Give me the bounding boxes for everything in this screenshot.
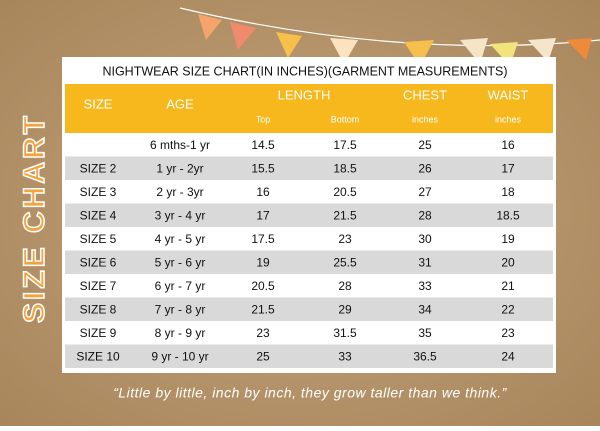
table-cell: 31.5 — [333, 326, 357, 340]
table-cell: SIZE 8 — [80, 302, 117, 316]
table-cell: SIZE 4 — [80, 208, 117, 222]
table-cell: 15.5 — [251, 161, 275, 175]
side-title: SIZE CHART — [18, 113, 51, 323]
table-cell: 20.5 — [333, 185, 357, 199]
header-cell: WAIST — [488, 87, 529, 102]
table-row — [65, 321, 553, 345]
table-cell: 23 — [338, 232, 352, 246]
header-cell: AGE — [166, 96, 194, 111]
table-cell: 18.5 — [333, 161, 357, 175]
table-cell: 16 — [501, 138, 515, 152]
table-cell: 21.5 — [333, 208, 357, 222]
table-cell: 19 — [256, 255, 270, 269]
table-cell: 14.5 — [251, 138, 275, 152]
header-subcell: inches — [412, 114, 439, 124]
table-cell: SIZE 6 — [80, 255, 117, 269]
table-cell: 28 — [418, 208, 432, 222]
table-row — [65, 297, 553, 321]
table-cell: 35 — [418, 326, 432, 340]
table-cell: 3 yr - 4 yr — [155, 208, 206, 222]
table-title: NIGHTWEAR SIZE CHART(IN INCHES)(GARMENT … — [102, 64, 507, 78]
table-cell: 6 mths-1 yr — [150, 138, 210, 152]
table-cell: SIZE 7 — [80, 279, 117, 293]
table-cell: 17.5 — [251, 232, 275, 246]
table-row — [65, 274, 553, 298]
table-cell: 17 — [256, 208, 270, 222]
table-cell: 33 — [418, 279, 432, 293]
table-cell: 19 — [501, 232, 515, 246]
header-cell: LENGTH — [278, 87, 331, 102]
table-row — [65, 203, 553, 227]
table-cell: 23 — [256, 326, 270, 340]
table-cell: 31 — [418, 255, 432, 269]
table-row — [65, 344, 553, 368]
table-cell: 29 — [338, 302, 352, 316]
table-cell: 18 — [501, 185, 515, 199]
header-subcell: Bottom — [331, 114, 360, 124]
table-cell: 30 — [418, 232, 432, 246]
table-cell: 4 yr - 5 yr — [155, 232, 206, 246]
table-cell: 6 yr - 7 yr — [155, 279, 206, 293]
table-cell: SIZE 3 — [80, 185, 117, 199]
table-cell: 22 — [501, 302, 515, 316]
header-subcell: inches — [495, 114, 522, 124]
table-cell: 25 — [418, 138, 432, 152]
table-row — [65, 250, 553, 274]
table-cell: 34 — [418, 302, 432, 316]
table-row — [65, 180, 553, 204]
table-cell: 27 — [418, 185, 432, 199]
table-cell: 8 yr - 9 yr — [155, 326, 206, 340]
table-cell: 20 — [501, 255, 515, 269]
table-cell: 36.5 — [413, 349, 437, 363]
header-cell: SIZE — [84, 96, 113, 111]
header-cell: CHEST — [403, 87, 447, 102]
table-cell: 23 — [501, 326, 515, 340]
bunting — [179, 7, 600, 66]
header-subcell: Top — [256, 114, 271, 124]
table-cell: 26 — [418, 161, 432, 175]
table-cell: 25 — [256, 349, 270, 363]
table-body: 6 mths-1 yr 14.5 17.5 25 16 SIZE 2 1 yr - 2yr 1… — [65, 133, 553, 368]
table-cell: 20.5 — [251, 279, 275, 293]
table-cell: 21.5 — [251, 302, 275, 316]
table-cell: 17.5 — [333, 138, 357, 152]
table-cell: 1 yr - 2yr — [156, 161, 203, 175]
table-cell: 33 — [338, 349, 352, 363]
table-row — [65, 227, 553, 251]
table-cell: 18.5 — [496, 208, 520, 222]
table-cell: 16 — [256, 185, 270, 199]
table-cell: 2 yr - 3yr — [156, 185, 203, 199]
header-row — [65, 84, 553, 133]
table-cell: 17 — [501, 161, 515, 175]
table-cell: SIZE 10 — [76, 349, 120, 363]
table-row — [65, 133, 553, 157]
table-cell: 5 yr - 6 yr — [155, 255, 206, 269]
table-cell: 9 yr - 10 yr — [151, 349, 208, 363]
table-cell: 7 yr - 8 yr — [155, 302, 206, 316]
table-row — [65, 156, 553, 180]
table-cell: 24 — [501, 349, 515, 363]
table-cell: 28 — [338, 279, 352, 293]
table-cell: 21 — [501, 279, 515, 293]
table-cell: SIZE 5 — [80, 232, 117, 246]
quote: “Little by little, inch by inch, they gr… — [113, 385, 507, 401]
table-cell: 25.5 — [333, 255, 357, 269]
table-cell: SIZE 9 — [80, 326, 117, 340]
table-cell: SIZE 2 — [80, 161, 117, 175]
